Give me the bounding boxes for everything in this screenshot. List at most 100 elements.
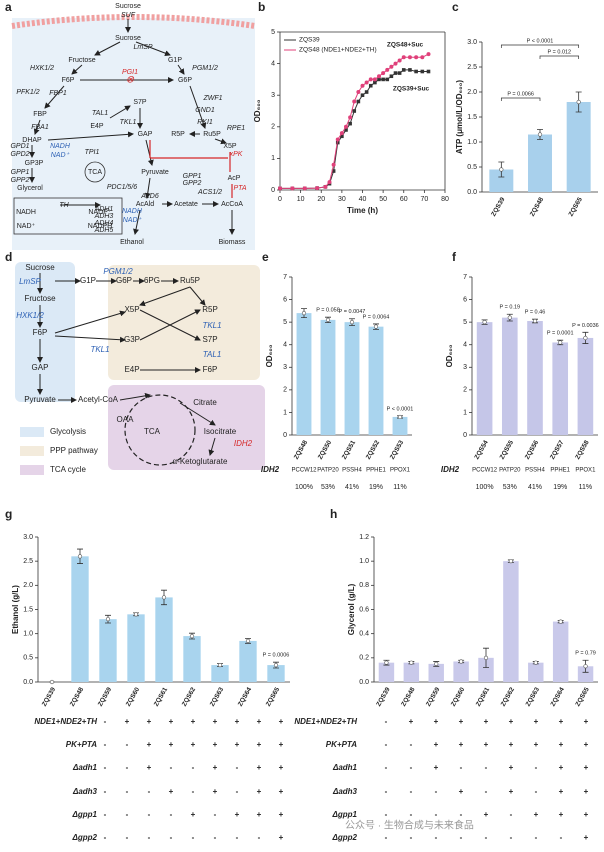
point <box>360 83 365 88</box>
genotype-mark: + <box>484 740 489 749</box>
genotype-mark: - <box>148 787 151 796</box>
genotype-mark: - <box>460 833 463 842</box>
genotype-mark: + <box>191 810 196 819</box>
data-dot <box>373 324 379 329</box>
data-dot <box>483 655 489 660</box>
point <box>389 74 394 79</box>
diagram-d-label: S7P <box>202 335 217 344</box>
diagram-a-label: PDC1/5/6 <box>107 184 137 191</box>
diagram-a-label: ACS1/2 <box>197 189 222 196</box>
point <box>373 80 377 85</box>
genotype-mark: - <box>104 740 107 749</box>
diagram-a-label: GP3P <box>25 160 44 167</box>
genotype-mark: - <box>410 833 413 842</box>
diagram-a-label: SUF <box>121 12 136 19</box>
bar <box>552 621 569 682</box>
genotype-name: PK+PTA <box>326 740 357 749</box>
y-tick-label: 2 <box>271 124 275 131</box>
diagram-a-label: NADH <box>16 209 36 216</box>
x-tick-label: ZQS48 <box>400 686 417 708</box>
annotation: P = 0.058 <box>316 308 340 314</box>
x-tick-label: ZQS52 <box>365 439 382 461</box>
genotype-mark: - <box>126 787 129 796</box>
data-dot <box>384 660 389 665</box>
y-tick-label: 1.2 <box>359 534 369 541</box>
diagram-a-label: NADH <box>50 143 71 150</box>
diagram-a-label: E4P <box>90 123 104 130</box>
genotype-name: Δadh3 <box>332 787 358 796</box>
diagram-d-label: TAL1 <box>203 350 222 359</box>
genotype-mark: + <box>459 717 464 726</box>
pathway-arrow <box>71 64 83 75</box>
y-tick-label: 3.0 <box>467 39 477 46</box>
diagram-a-label: AcP <box>228 175 241 182</box>
genotype-mark: - <box>236 833 239 842</box>
genotype-mark: + <box>484 810 489 819</box>
y-tick-label: 4 <box>283 342 287 349</box>
x-tick-label: ZQS65 <box>574 686 591 708</box>
genotype-name: PK+PTA <box>66 740 97 749</box>
point <box>315 186 320 191</box>
diagram-a-label: xPK <box>229 151 243 158</box>
genotype-mark: - <box>214 833 217 842</box>
genotype-mark: + <box>169 717 174 726</box>
genotype-mark: + <box>584 787 589 796</box>
point <box>278 186 282 191</box>
y-tick-label: 3 <box>283 364 287 371</box>
genotype-mark: - <box>385 810 388 819</box>
diagram-d-label: G3P <box>124 335 140 344</box>
bar <box>527 321 543 435</box>
data-dot <box>245 638 251 644</box>
pathway-arrow <box>139 286 191 307</box>
pathway-arrow <box>214 138 227 145</box>
x-tick-label: 10 <box>297 196 305 203</box>
bar <box>476 322 493 435</box>
diagram-d-label: F6P <box>203 365 218 374</box>
genotype-mark: + <box>584 810 589 819</box>
x-tick-label: 80 <box>441 196 449 203</box>
genotype-mark: + <box>257 740 262 749</box>
genotype-mark: - <box>385 763 388 772</box>
data-dot <box>459 659 464 664</box>
data-dot <box>189 633 195 639</box>
genotype-mark: - <box>535 763 538 772</box>
genotype-mark: - <box>435 787 438 796</box>
strength: 11% <box>393 484 407 491</box>
pathway-arrow <box>208 437 216 456</box>
y-tick-label: 7 <box>283 274 287 281</box>
x-tick-label: ZQS63 <box>209 686 226 708</box>
genotype-mark: + <box>434 717 439 726</box>
genotype-mark: + <box>169 740 174 749</box>
x-tick-label: ZQS59 <box>97 686 114 708</box>
y-axis-label: OD₆₀₀ <box>265 344 274 367</box>
data-dot <box>576 99 581 105</box>
x-tick-label: ZQS65 <box>265 686 282 708</box>
promoter: PPHE1 <box>550 468 570 474</box>
data-dot <box>537 132 543 137</box>
y-axis-label: OD₆₀₀ <box>445 344 454 367</box>
y-tick-label: 1.0 <box>23 631 33 638</box>
x-tick-label: ZQS60 <box>450 686 467 708</box>
point <box>377 77 381 82</box>
y-tick-label: 6 <box>463 296 467 303</box>
row-label: IDH2 <box>441 465 460 474</box>
genotype-mark: - <box>460 810 463 819</box>
point <box>340 134 344 139</box>
data-dot <box>217 662 223 668</box>
genotype-mark: + <box>559 740 564 749</box>
x-tick-label: 0 <box>278 196 282 203</box>
genotype-mark: + <box>191 740 196 749</box>
genotype-mark: + <box>235 810 240 819</box>
genotype-mark: + <box>459 740 464 749</box>
bracket <box>539 55 580 59</box>
x-tick-label: ZQS51 <box>341 439 358 461</box>
genotype-name: Δgpp1 <box>72 810 98 819</box>
y-axis-label: Glycerol (g/L) <box>347 583 356 635</box>
diagram-a-label: GPP2 <box>11 177 30 184</box>
diagram-d-label: E4P <box>124 365 139 374</box>
genotype-mark: + <box>213 740 218 749</box>
genotype-mark: + <box>534 740 539 749</box>
point <box>385 77 390 82</box>
panel-label: a <box>5 0 12 14</box>
